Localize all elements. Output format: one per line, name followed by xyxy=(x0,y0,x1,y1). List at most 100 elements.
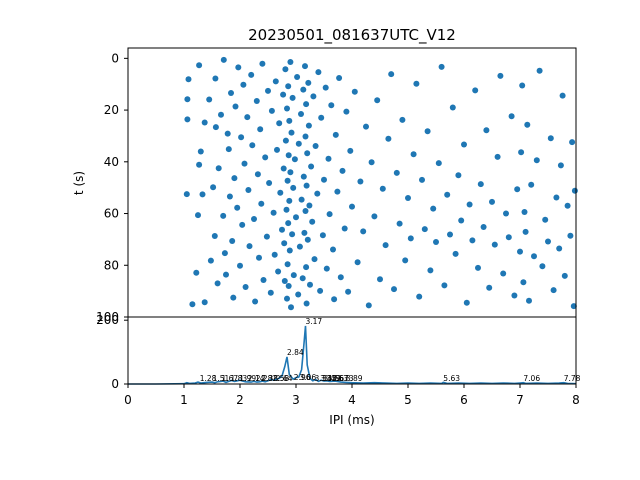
scatter-point xyxy=(494,153,501,160)
scatter-point xyxy=(267,289,274,296)
scatter-point xyxy=(312,143,319,149)
peak-labels: 1.281.511.671.831.992.142.282.382.582.64… xyxy=(200,317,581,383)
scatter-point xyxy=(287,169,294,176)
scatter-point xyxy=(196,161,203,168)
peak-label: 3.17 xyxy=(306,317,323,326)
scatter-point xyxy=(569,139,576,146)
scatter-point xyxy=(466,201,473,208)
scatter-point xyxy=(351,88,358,95)
scatter-point xyxy=(444,191,451,198)
scatter-point xyxy=(402,257,409,264)
scatter-point xyxy=(257,126,264,133)
scatter-point xyxy=(539,263,546,270)
scatter-point xyxy=(271,251,278,258)
scatter-point xyxy=(319,232,326,239)
scatter-point xyxy=(508,113,515,120)
scatter-point xyxy=(193,269,200,276)
scatter-point xyxy=(511,292,518,299)
histogram-x-axis-label: IPI (ms) xyxy=(329,413,374,427)
peak-label: 7.78 xyxy=(564,374,581,383)
scatter-point xyxy=(263,233,270,240)
scatter-point xyxy=(542,216,549,223)
peak-label: 5.63 xyxy=(443,374,460,383)
scatter-point xyxy=(449,104,456,111)
scatter-point xyxy=(377,276,383,283)
scatter-point xyxy=(212,124,219,131)
scatter-point xyxy=(385,135,392,142)
scatter-point xyxy=(195,212,201,219)
scatter-point xyxy=(298,196,305,203)
scatter-point xyxy=(360,228,367,235)
scatter-point xyxy=(393,169,400,176)
scatter-point xyxy=(419,176,425,183)
scatter-point xyxy=(410,151,417,158)
scatter-point xyxy=(334,188,341,195)
histogram-y-tick-label: 200 xyxy=(96,313,119,327)
chart-title: 20230501_081637UTC_V12 xyxy=(248,26,456,45)
ipi-histogram-panel: 1.281.511.671.831.992.142.282.382.582.64… xyxy=(96,313,581,427)
scatter-point xyxy=(225,146,232,153)
scatter-point xyxy=(531,253,537,260)
scatter-y-tick-label: 60 xyxy=(104,207,119,221)
peak-label: 2.96 xyxy=(294,373,311,382)
scatter-y-tick-label: 80 xyxy=(104,258,119,272)
peak-label: 2.58 xyxy=(273,374,290,383)
scatter-point xyxy=(214,280,221,287)
scatter-point xyxy=(228,90,234,96)
scatter-point xyxy=(328,102,335,109)
scatter-y-tick-label: 40 xyxy=(104,155,119,169)
scatter-point xyxy=(281,240,288,247)
scatter-point xyxy=(242,284,249,290)
peak-label: 1.51 xyxy=(213,374,230,383)
scatter-point xyxy=(447,231,453,238)
scatter-point xyxy=(268,107,275,114)
scatter-point xyxy=(283,206,290,213)
histogram-x-tick-label: 1 xyxy=(180,393,188,407)
scatter-point xyxy=(413,80,420,87)
scatter-point xyxy=(289,94,296,101)
scatter-point xyxy=(220,56,227,63)
peak-label: 1.67 xyxy=(222,374,239,383)
scatter-point xyxy=(288,129,295,136)
scatter-point xyxy=(266,180,273,186)
scatter-point xyxy=(521,209,528,215)
scatter-point xyxy=(290,184,297,191)
histogram-series-line xyxy=(128,325,577,385)
scatter-point xyxy=(284,105,290,112)
scatter-point xyxy=(441,282,448,289)
scatter-point xyxy=(564,202,571,209)
scatter-point xyxy=(184,96,191,103)
scatter-point xyxy=(314,190,321,197)
scatter-point xyxy=(371,213,378,220)
scatter-point xyxy=(229,238,236,244)
scatter-point xyxy=(557,162,564,169)
histogram-x-tick-label: 6 xyxy=(460,393,468,407)
peak-label: 3.33 xyxy=(315,374,332,383)
scatter-point xyxy=(287,59,294,65)
scatter-point xyxy=(240,81,247,88)
histogram-x-tick-label: 0 xyxy=(124,393,132,407)
scatter-point xyxy=(215,165,222,172)
scatter-point xyxy=(258,200,265,207)
scatter-point xyxy=(486,284,493,291)
scatter-point xyxy=(321,176,327,183)
peak-label: 2.38 xyxy=(261,374,278,383)
scatter-point xyxy=(238,134,245,141)
scatter-point xyxy=(231,175,238,182)
scatter-point xyxy=(305,122,312,129)
scatter-point xyxy=(475,264,481,271)
scatter-point xyxy=(185,76,192,83)
scatter-point xyxy=(368,159,375,166)
scatter-point xyxy=(274,146,280,153)
scatter-point xyxy=(304,236,311,243)
scatter-point xyxy=(477,181,484,188)
scatter-point xyxy=(399,116,406,123)
scatter-point xyxy=(248,71,255,78)
scatter-point xyxy=(302,208,309,214)
scatter-point xyxy=(489,198,495,205)
scatter-point xyxy=(519,82,526,89)
scatter-point xyxy=(218,111,224,118)
scatter-point xyxy=(526,297,532,304)
scatter-point xyxy=(296,243,303,250)
scatter-point xyxy=(332,131,339,138)
